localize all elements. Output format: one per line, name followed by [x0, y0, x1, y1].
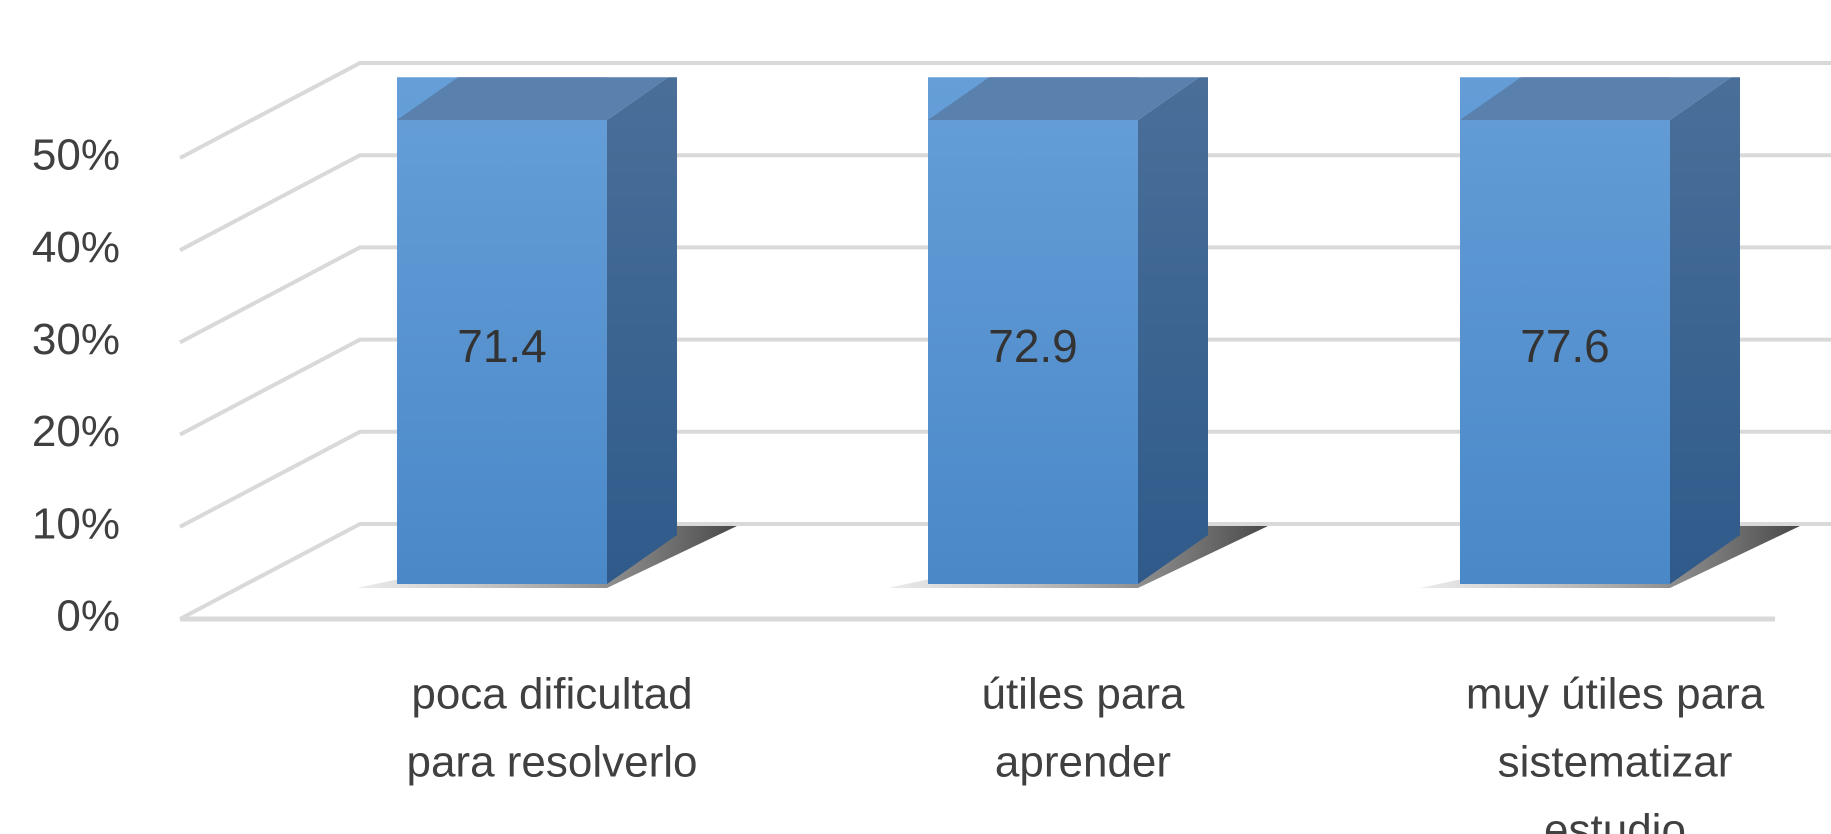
value-label: 72.9 [988, 320, 1078, 372]
value-label: 77.6 [1520, 320, 1610, 372]
y-tick-label: 40% [32, 223, 120, 272]
x-tick-label: poca dificultad [411, 670, 692, 719]
y-tick-label: 30% [32, 315, 120, 364]
grid-line [179, 522, 1831, 621]
x-tick-label: útiles para [981, 670, 1185, 719]
bar [1460, 77, 1670, 584]
x-tick-label: estudio [1544, 806, 1686, 834]
grid-line [179, 245, 1831, 345]
bar-group [1420, 77, 1800, 588]
bar-side [1670, 77, 1740, 584]
y-tick-label: 0% [56, 592, 120, 641]
bar-side [607, 77, 677, 584]
bar-group [888, 77, 1268, 588]
x-tick-label: aprender [995, 738, 1171, 787]
grid-line [179, 337, 1831, 437]
x-tick-label: muy útiles para [1466, 670, 1765, 719]
x-tick-label: para resolverlo [406, 738, 697, 787]
y-tick-label: 50% [32, 131, 120, 180]
bar [928, 77, 1138, 585]
bar-group [357, 77, 737, 588]
grid-line [179, 61, 1831, 160]
value-label: 71.4 [457, 320, 547, 372]
y-tick-label: 20% [32, 407, 120, 456]
grid-line [179, 429, 1831, 529]
x-tick-label: sistematizar [1498, 738, 1733, 787]
bar-top [1460, 77, 1732, 120]
bar [397, 77, 607, 584]
bar-side [1138, 77, 1208, 584]
y-tick-label: 10% [32, 499, 120, 548]
bar-top [397, 77, 669, 120]
grid-line [179, 153, 1831, 252]
bar-top [928, 77, 1200, 120]
